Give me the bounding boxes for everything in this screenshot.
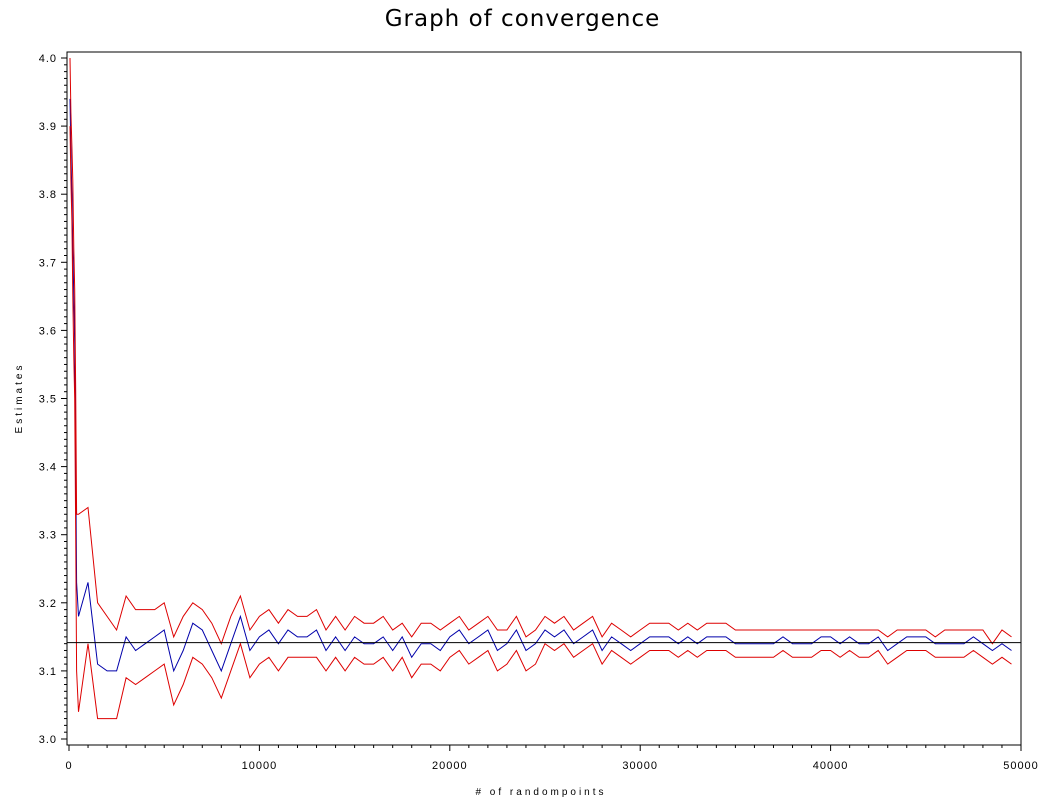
series-layer xyxy=(69,57,1012,720)
y-axis-label: Estimates xyxy=(14,363,25,434)
x-axis-label: # of randompoints xyxy=(475,787,606,798)
x-tick-label: 30000 xyxy=(622,760,658,772)
x-tick-label: 50000 xyxy=(1003,760,1039,772)
y-tick-label: 3.3 xyxy=(39,530,57,542)
x-axis: 0 10000 20000 30000 40000 50000 xyxy=(65,745,1038,772)
x-tick-label: 10000 xyxy=(242,760,278,772)
y-tick-label: 3.6 xyxy=(39,325,57,337)
estimate-line xyxy=(69,98,1012,673)
y-tick-label: 3.7 xyxy=(39,257,57,269)
y-tick-label: 3.0 xyxy=(39,734,57,746)
x-tick-label: 0 xyxy=(65,760,72,772)
chart-title: Graph of convergence xyxy=(384,6,661,32)
plot-frame xyxy=(66,51,1022,746)
y-tick-label: 3.2 xyxy=(39,598,57,610)
y-tick-label: 3.1 xyxy=(39,666,57,678)
y-axis: 3.0 3.1 3.2 3.3 3.4 3.5 3.6 3.7 3.8 3.9 4.0 xyxy=(39,53,67,746)
lower-bound-line xyxy=(69,126,1012,720)
y-tick-label: 3.5 xyxy=(39,394,57,406)
x-tick-label: 40000 xyxy=(813,760,849,772)
y-tick-label: 3.8 xyxy=(39,189,57,201)
y-tick-label: 3.4 xyxy=(39,462,57,474)
upper-bound-line xyxy=(69,57,1012,646)
y-tick-label: 3.9 xyxy=(39,121,57,133)
x-tick-label: 20000 xyxy=(432,760,468,772)
y-tick-label: 4.0 xyxy=(39,53,57,65)
